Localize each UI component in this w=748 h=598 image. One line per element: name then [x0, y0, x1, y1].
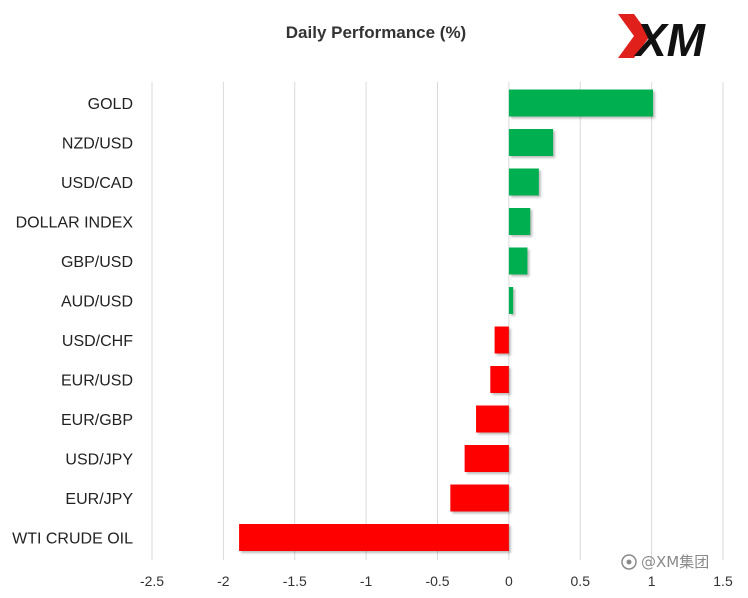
logo-text: XM — [633, 14, 707, 66]
x-tick-label: -0.5 — [425, 573, 449, 589]
x-tick-label: -1.5 — [283, 573, 307, 589]
category-label: GBP/USD — [61, 254, 133, 271]
x-tick-label: 0.5 — [571, 573, 591, 589]
category-label: USD/JPY — [65, 452, 133, 469]
category-labels: GOLD NZD/USD USD/CAD DOLLAR INDEX GBP/USD AUD… — [12, 96, 133, 548]
category-label: EUR/JPY — [65, 491, 133, 508]
x-axis-tick-labels: -2.5 -2 -1.5 -1 -0.5 0 0.5 1 1.5 — [140, 573, 733, 589]
bar — [450, 484, 509, 512]
bar — [508, 287, 514, 314]
bar — [508, 247, 528, 275]
category-label: NZD/USD — [62, 136, 133, 153]
xm-logo-icon: XM — [618, 14, 707, 66]
bar — [508, 208, 531, 235]
grid-lines — [151, 82, 724, 560]
category-label: USD/CAD — [61, 175, 133, 192]
watermark: @XM集团 — [621, 553, 709, 571]
category-label: WTI CRUDE OIL — [12, 531, 133, 548]
watermark-text: @XM集团 — [641, 553, 709, 571]
bar — [476, 405, 509, 433]
bar — [490, 366, 509, 393]
x-tick-label: -2.5 — [140, 573, 164, 589]
bar — [464, 445, 509, 472]
category-label: GOLD — [88, 96, 133, 113]
category-label: USD/CHF — [62, 333, 133, 350]
x-tick-label: -1 — [360, 573, 373, 589]
x-tick-label: -2 — [217, 573, 230, 589]
chart-title: Daily Performance (%) — [286, 23, 466, 42]
category-label: EUR/USD — [61, 373, 133, 390]
category-label: EUR/GBP — [61, 412, 133, 429]
x-tick-label: 0 — [505, 573, 513, 589]
x-tick-label: 1.5 — [713, 573, 733, 589]
weibo-icon — [621, 554, 637, 570]
category-label: AUD/USD — [61, 294, 133, 311]
bar — [508, 89, 654, 117]
bar — [239, 524, 509, 551]
bar — [508, 168, 539, 196]
bar — [508, 129, 554, 156]
bar — [494, 326, 509, 354]
x-tick-label: 1 — [648, 573, 656, 589]
category-label: DOLLAR INDEX — [16, 215, 134, 232]
bars — [239, 89, 654, 551]
